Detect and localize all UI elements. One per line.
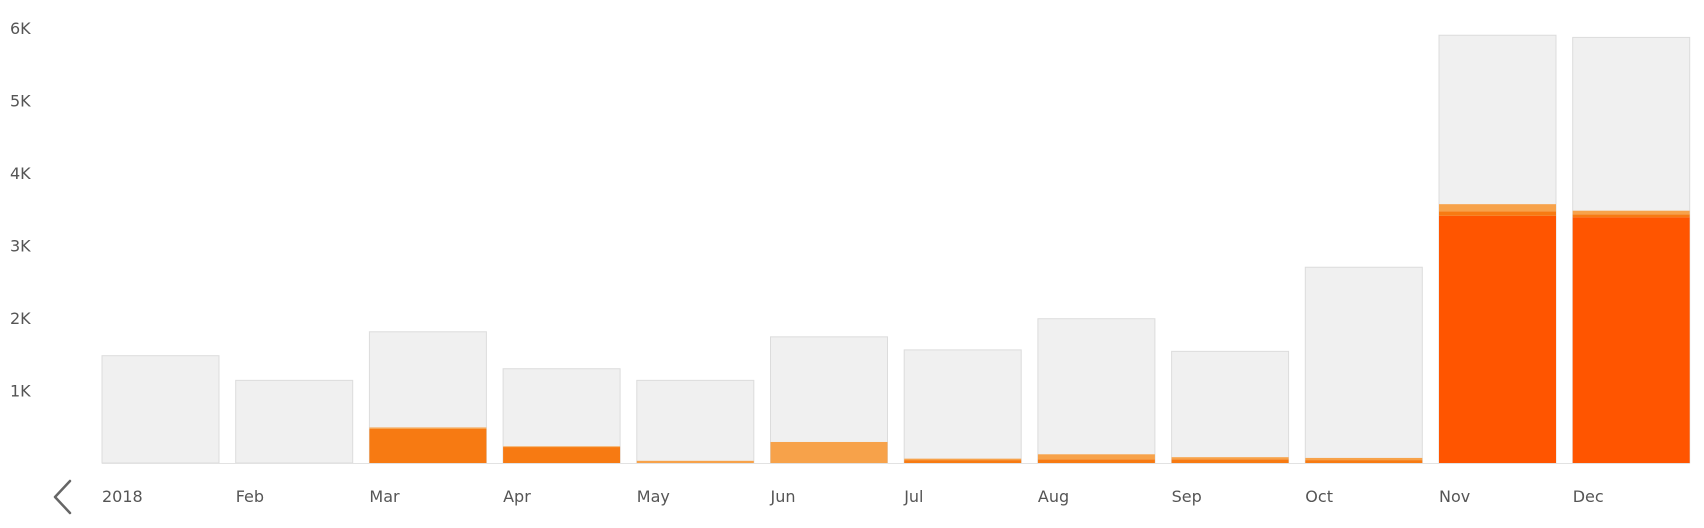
- bar-segment[interactable]: [904, 460, 1022, 463]
- bar-segment[interactable]: [1572, 217, 1690, 463]
- bar-segment[interactable]: [1037, 454, 1155, 460]
- bar-total[interactable]: [1037, 318, 1156, 464]
- bar-segment[interactable]: [1439, 215, 1556, 463]
- bar-segment[interactable]: [503, 446, 621, 448]
- x-tick-label: Nov: [1439, 487, 1470, 506]
- previous-period-button[interactable]: [40, 470, 80, 520]
- x-tick-label: Mar: [369, 487, 400, 506]
- x-tick-label: Dec: [1573, 487, 1604, 506]
- chevron-left-icon: [53, 479, 72, 515]
- bar-segment[interactable]: [1171, 459, 1289, 463]
- bar-segment[interactable]: [1037, 459, 1155, 463]
- y-tick-label: 3K: [10, 237, 31, 256]
- x-tick-label: Feb: [236, 487, 264, 506]
- x-axis: 2018 Feb Mar Apr May Jun Jul Aug Sep Oct Nov Dec: [102, 487, 1604, 506]
- y-tick-label: 1K: [10, 382, 31, 401]
- bar-segment[interactable]: [1439, 211, 1556, 216]
- bar-segment[interactable]: [1439, 204, 1556, 212]
- bar-segment[interactable]: [1305, 457, 1423, 461]
- bar-segment[interactable]: [1305, 460, 1423, 463]
- bar-total[interactable]: [1171, 350, 1290, 464]
- bar-segment[interactable]: [904, 458, 1022, 461]
- bars: [101, 34, 1691, 464]
- x-tick-label: Aug: [1038, 487, 1069, 506]
- bar-segment[interactable]: [1572, 214, 1690, 218]
- bar-segment[interactable]: [770, 441, 888, 463]
- x-tick-label: May: [637, 487, 670, 506]
- bar-segment[interactable]: [503, 447, 621, 463]
- y-axis: 1K 2K 3K 4K 5K 6K: [10, 19, 31, 401]
- bar-segment[interactable]: [636, 460, 754, 463]
- bar-segment[interactable]: [1171, 457, 1289, 460]
- x-tick-label: Jul: [903, 487, 923, 506]
- y-tick-label: 2K: [10, 309, 31, 328]
- x-tick-label: Sep: [1172, 487, 1202, 506]
- bar-total[interactable]: [636, 379, 755, 464]
- x-tick-label: 2018: [102, 487, 143, 506]
- bar-total[interactable]: [1304, 266, 1423, 464]
- x-tick-label: Jun: [770, 487, 796, 506]
- x-tick-label: Oct: [1305, 487, 1333, 506]
- y-tick-label: 6K: [10, 19, 31, 38]
- bar-segment[interactable]: [369, 427, 487, 429]
- bar-segment[interactable]: [1572, 210, 1690, 215]
- y-tick-label: 4K: [10, 164, 31, 183]
- bar-total[interactable]: [903, 349, 1022, 464]
- bar-segment[interactable]: [369, 428, 487, 463]
- y-tick-label: 5K: [10, 92, 31, 111]
- bar-total[interactable]: [235, 379, 354, 464]
- x-tick-label: Apr: [503, 487, 531, 506]
- bar-total[interactable]: [101, 355, 220, 464]
